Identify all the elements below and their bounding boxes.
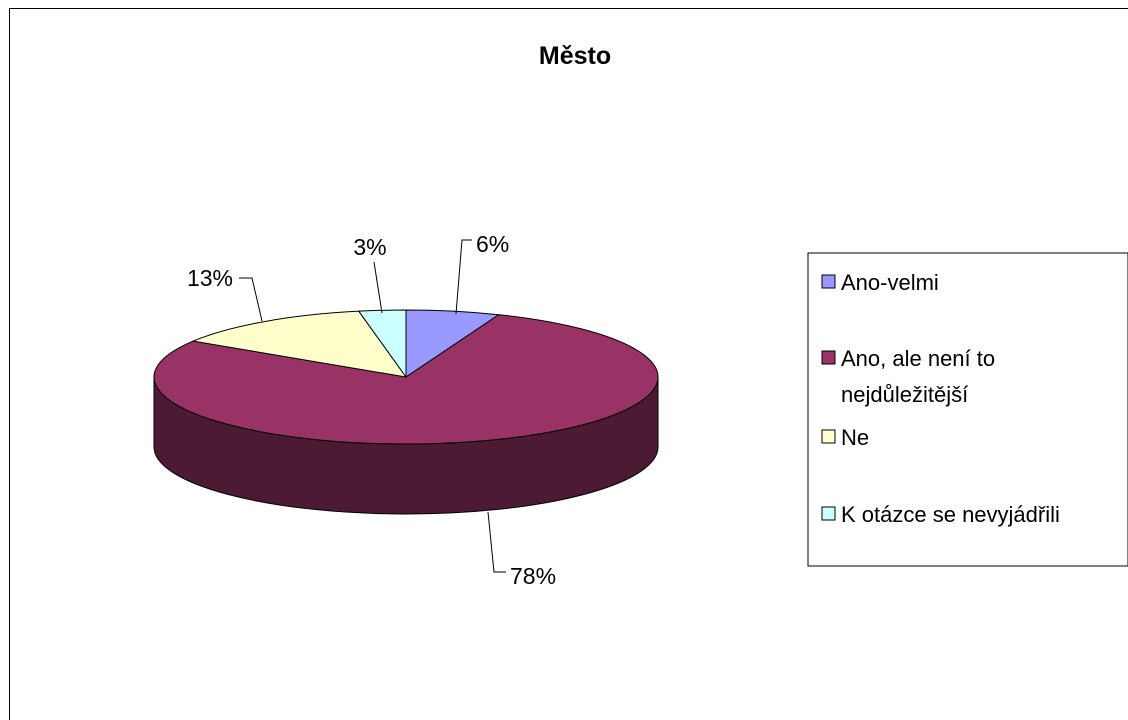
pie-slice-3 (357, 309, 407, 379)
legend-label-0: Ano-velmi (841, 270, 939, 295)
data-label-2: 13% (187, 265, 233, 291)
data-label-1: 78% (510, 563, 556, 589)
leader-line-1 (487, 511, 506, 573)
chart-area (9, 8, 1128, 720)
legend-label-1-line2: nejdůležitější (841, 382, 968, 407)
leader-line-3 (373, 261, 383, 314)
pie-slice-2 (191, 310, 408, 378)
legend-swatch-0 (821, 274, 836, 289)
leader-line-0 (455, 239, 472, 315)
pie-slice-1 (153, 314, 659, 445)
legend-swatch-3 (821, 506, 836, 521)
legend-swatch-1 (821, 350, 836, 365)
chart-title: Město (539, 42, 611, 70)
legend-swatch-2 (821, 429, 836, 444)
legend (807, 252, 1128, 567)
data-label-0: 6% (476, 231, 509, 257)
data-label-3: 3% (353, 234, 386, 260)
legend-label-3: K otázce se nevyjádřili (841, 502, 1060, 527)
leader-line-2 (239, 277, 263, 322)
legend-label-2: Ne (841, 425, 869, 450)
legend-label-1: Ano, ale není to (841, 346, 995, 371)
